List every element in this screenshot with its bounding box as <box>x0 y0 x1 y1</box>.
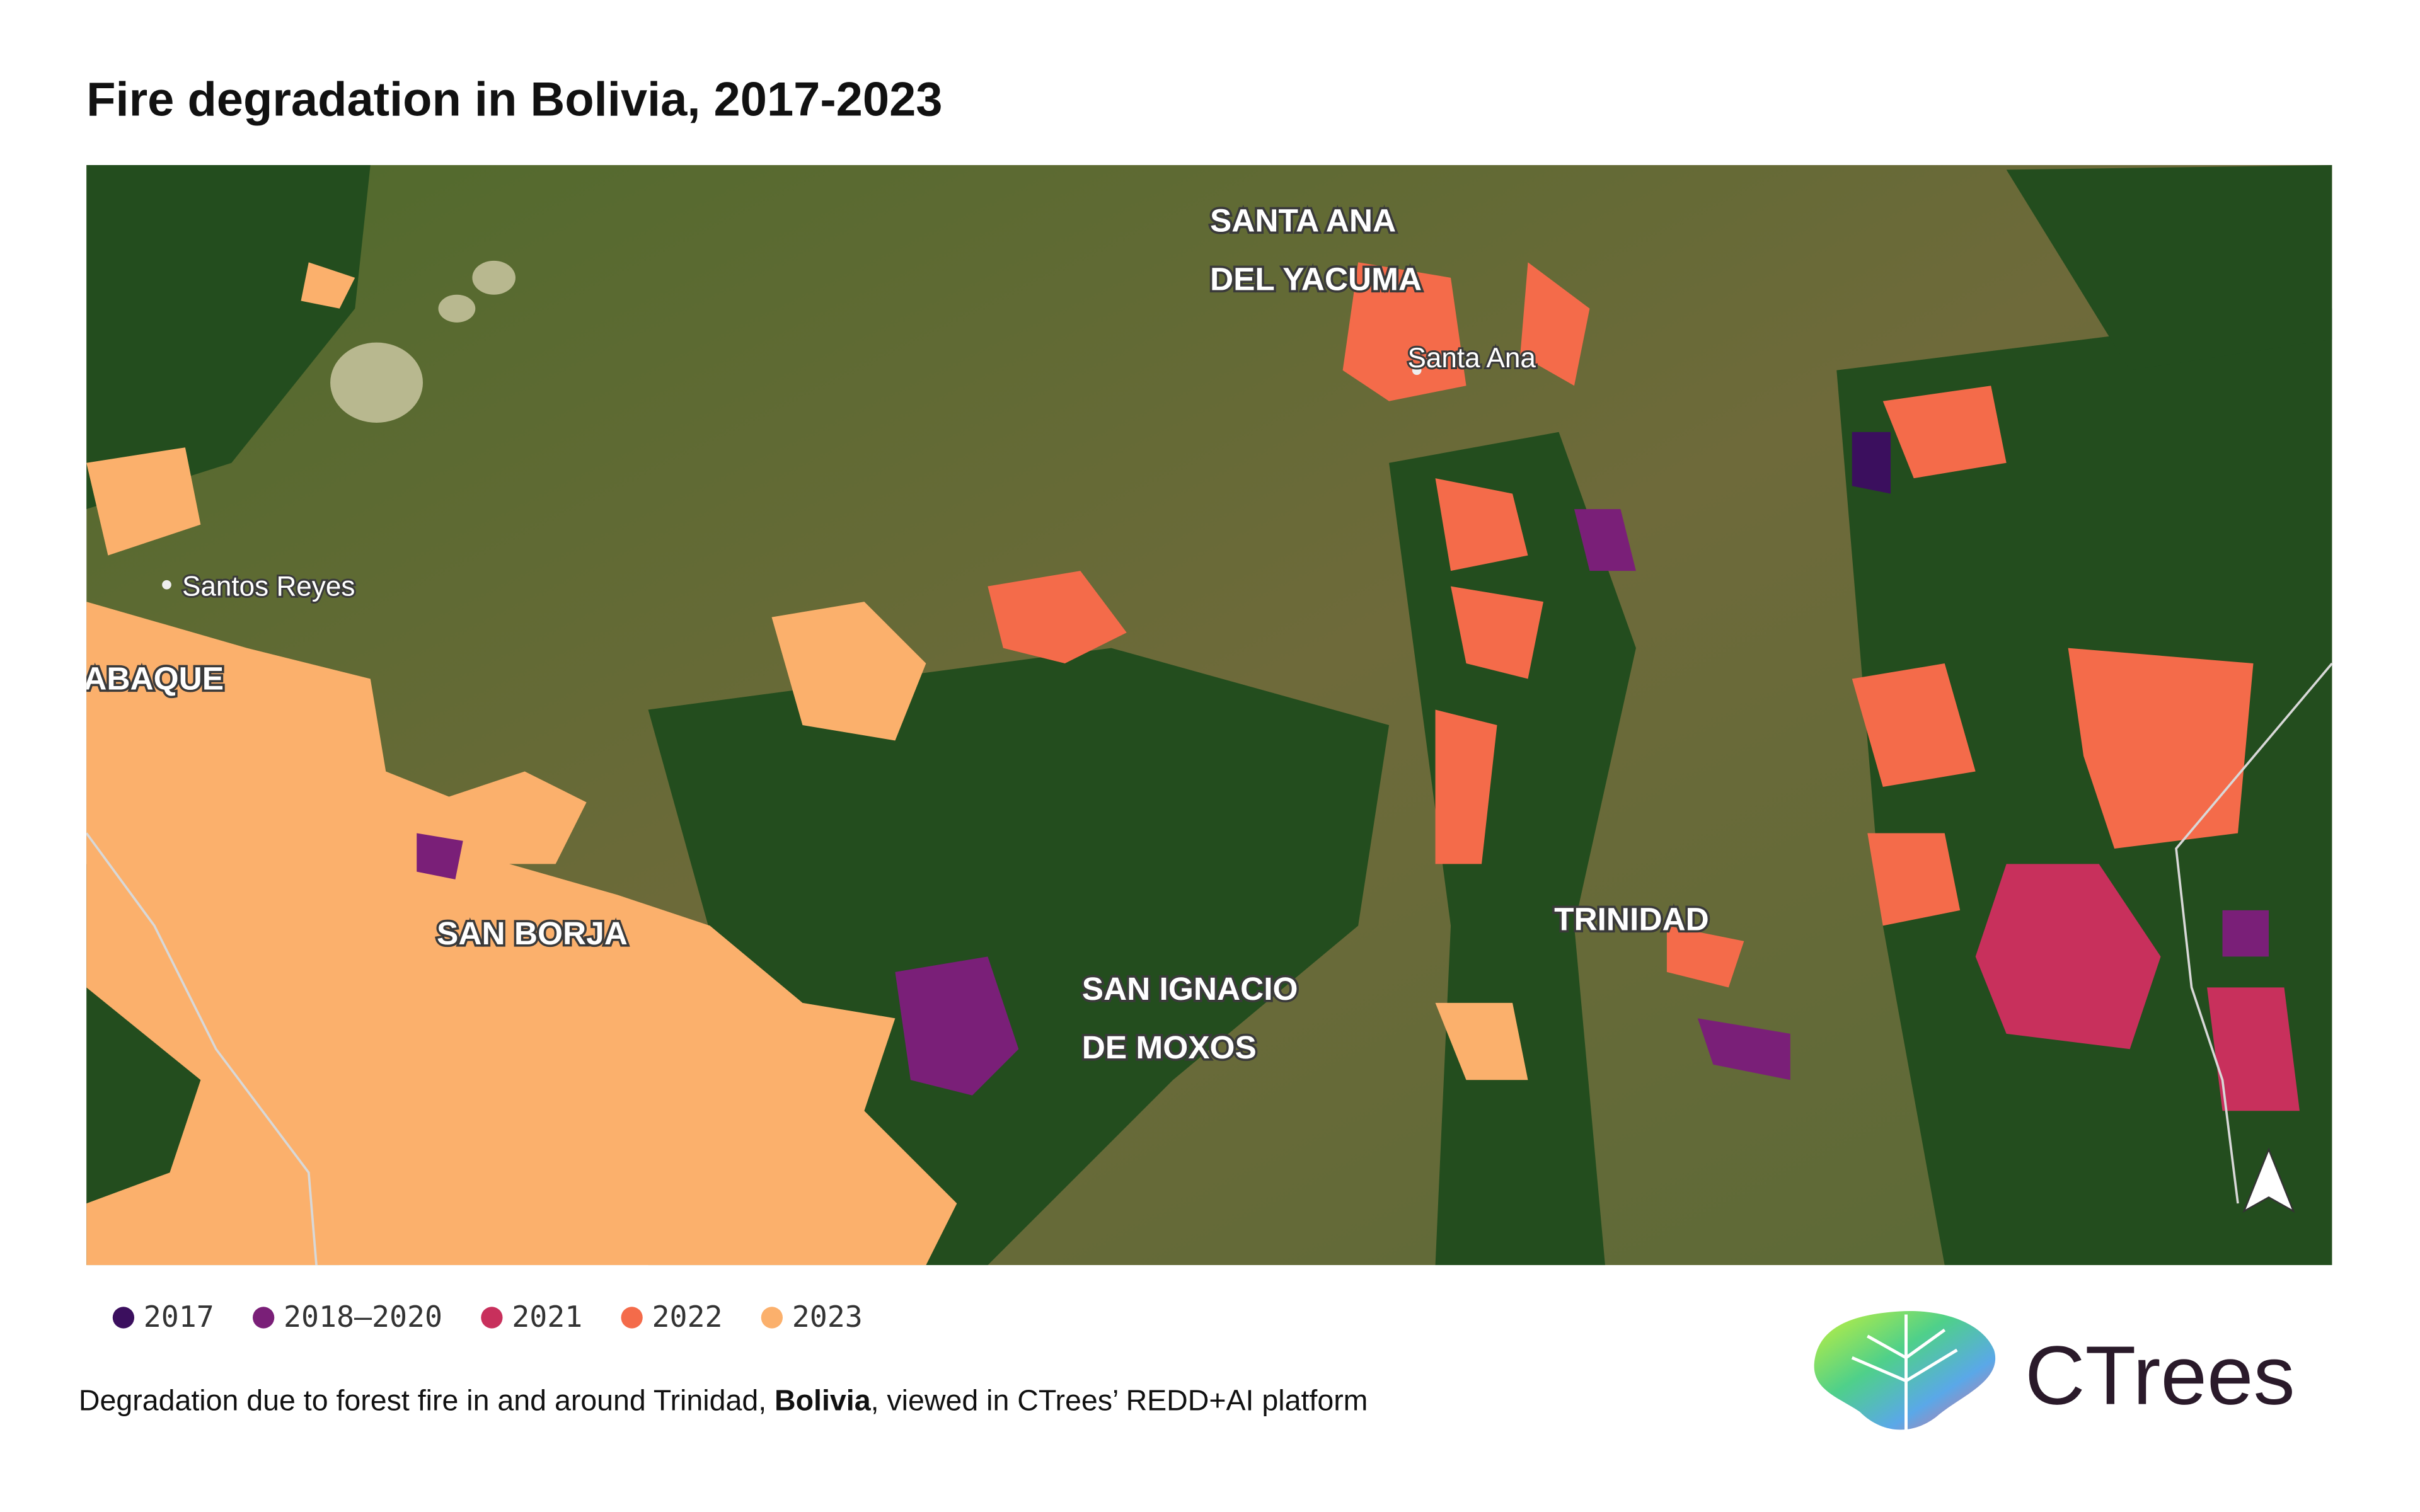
map-label: ABAQUE <box>83 660 224 697</box>
border <box>86 832 318 1266</box>
border <box>2175 662 2332 1204</box>
legend-label: 2018–2020 <box>284 1300 442 1334</box>
map-label: TRINIDAD <box>1554 901 1709 937</box>
caption: Degradation due to forest fire in and ar… <box>79 1383 1368 1416</box>
logo: CTrees <box>1814 1311 2295 1432</box>
legend-swatch <box>621 1307 643 1329</box>
legend-label: 2021 <box>512 1300 582 1334</box>
legend-swatch <box>481 1307 503 1329</box>
logo-text: CTrees <box>2025 1329 2295 1423</box>
caption-text: Degradation due to forest fire in and ar… <box>79 1383 775 1416</box>
map-label: SAN BORJA <box>437 915 628 951</box>
legend-label: 2022 <box>652 1300 722 1334</box>
map-label: DEL YACUMA <box>1210 260 1422 297</box>
legend-label: 2023 <box>792 1300 863 1334</box>
map-label: SAN IGNACIO <box>1082 970 1298 1007</box>
title: Fire degradation in Bolivia, 2017-2023 <box>86 73 942 127</box>
legend-swatch <box>112 1307 135 1329</box>
town-dot <box>1412 365 1422 375</box>
legend-swatch <box>761 1307 783 1329</box>
map-label: SANTA ANA <box>1210 202 1396 238</box>
north-arrow <box>2242 1147 2295 1213</box>
legend-label: 2017 <box>144 1300 214 1334</box>
map: SANTA ANA DEL YACUMA Santa Ana Santos Re… <box>83 165 2332 1266</box>
fire-patches <box>86 262 2300 1266</box>
map-label: Santos Reyes <box>182 571 355 602</box>
lakes <box>330 260 516 423</box>
map-label: Santa Ana <box>1407 343 1536 374</box>
legend: 2017 2018–2020 2021 2022 2023 <box>112 1300 863 1334</box>
caption-bold: Bolivia <box>775 1383 872 1416</box>
caption-text: , viewed in CTrees’ REDD+AI platform <box>871 1383 1368 1416</box>
map-label: DE MOXOS <box>1082 1029 1257 1065</box>
logo-veins <box>1851 1314 1958 1432</box>
town-dot <box>162 580 171 590</box>
legend-swatch <box>253 1307 275 1329</box>
